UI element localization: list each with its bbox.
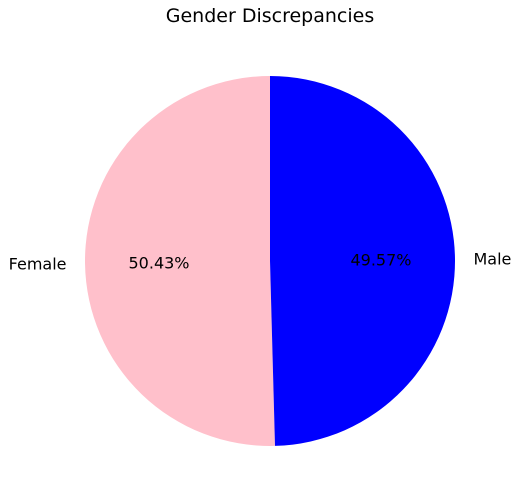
pie-slice-male	[270, 76, 456, 446]
chart-title: Gender Discrepancies	[166, 5, 374, 27]
pie-slice-female	[85, 76, 275, 446]
pie-labels: Female 50.43% Male 49.57%	[9, 249, 512, 273]
slice-label-male: Male	[473, 249, 511, 268]
pct-label-female: 50.43%	[129, 253, 190, 272]
pct-label-male: 49.57%	[350, 251, 411, 270]
pie-slices	[85, 76, 456, 446]
slice-label-female: Female	[9, 255, 67, 274]
